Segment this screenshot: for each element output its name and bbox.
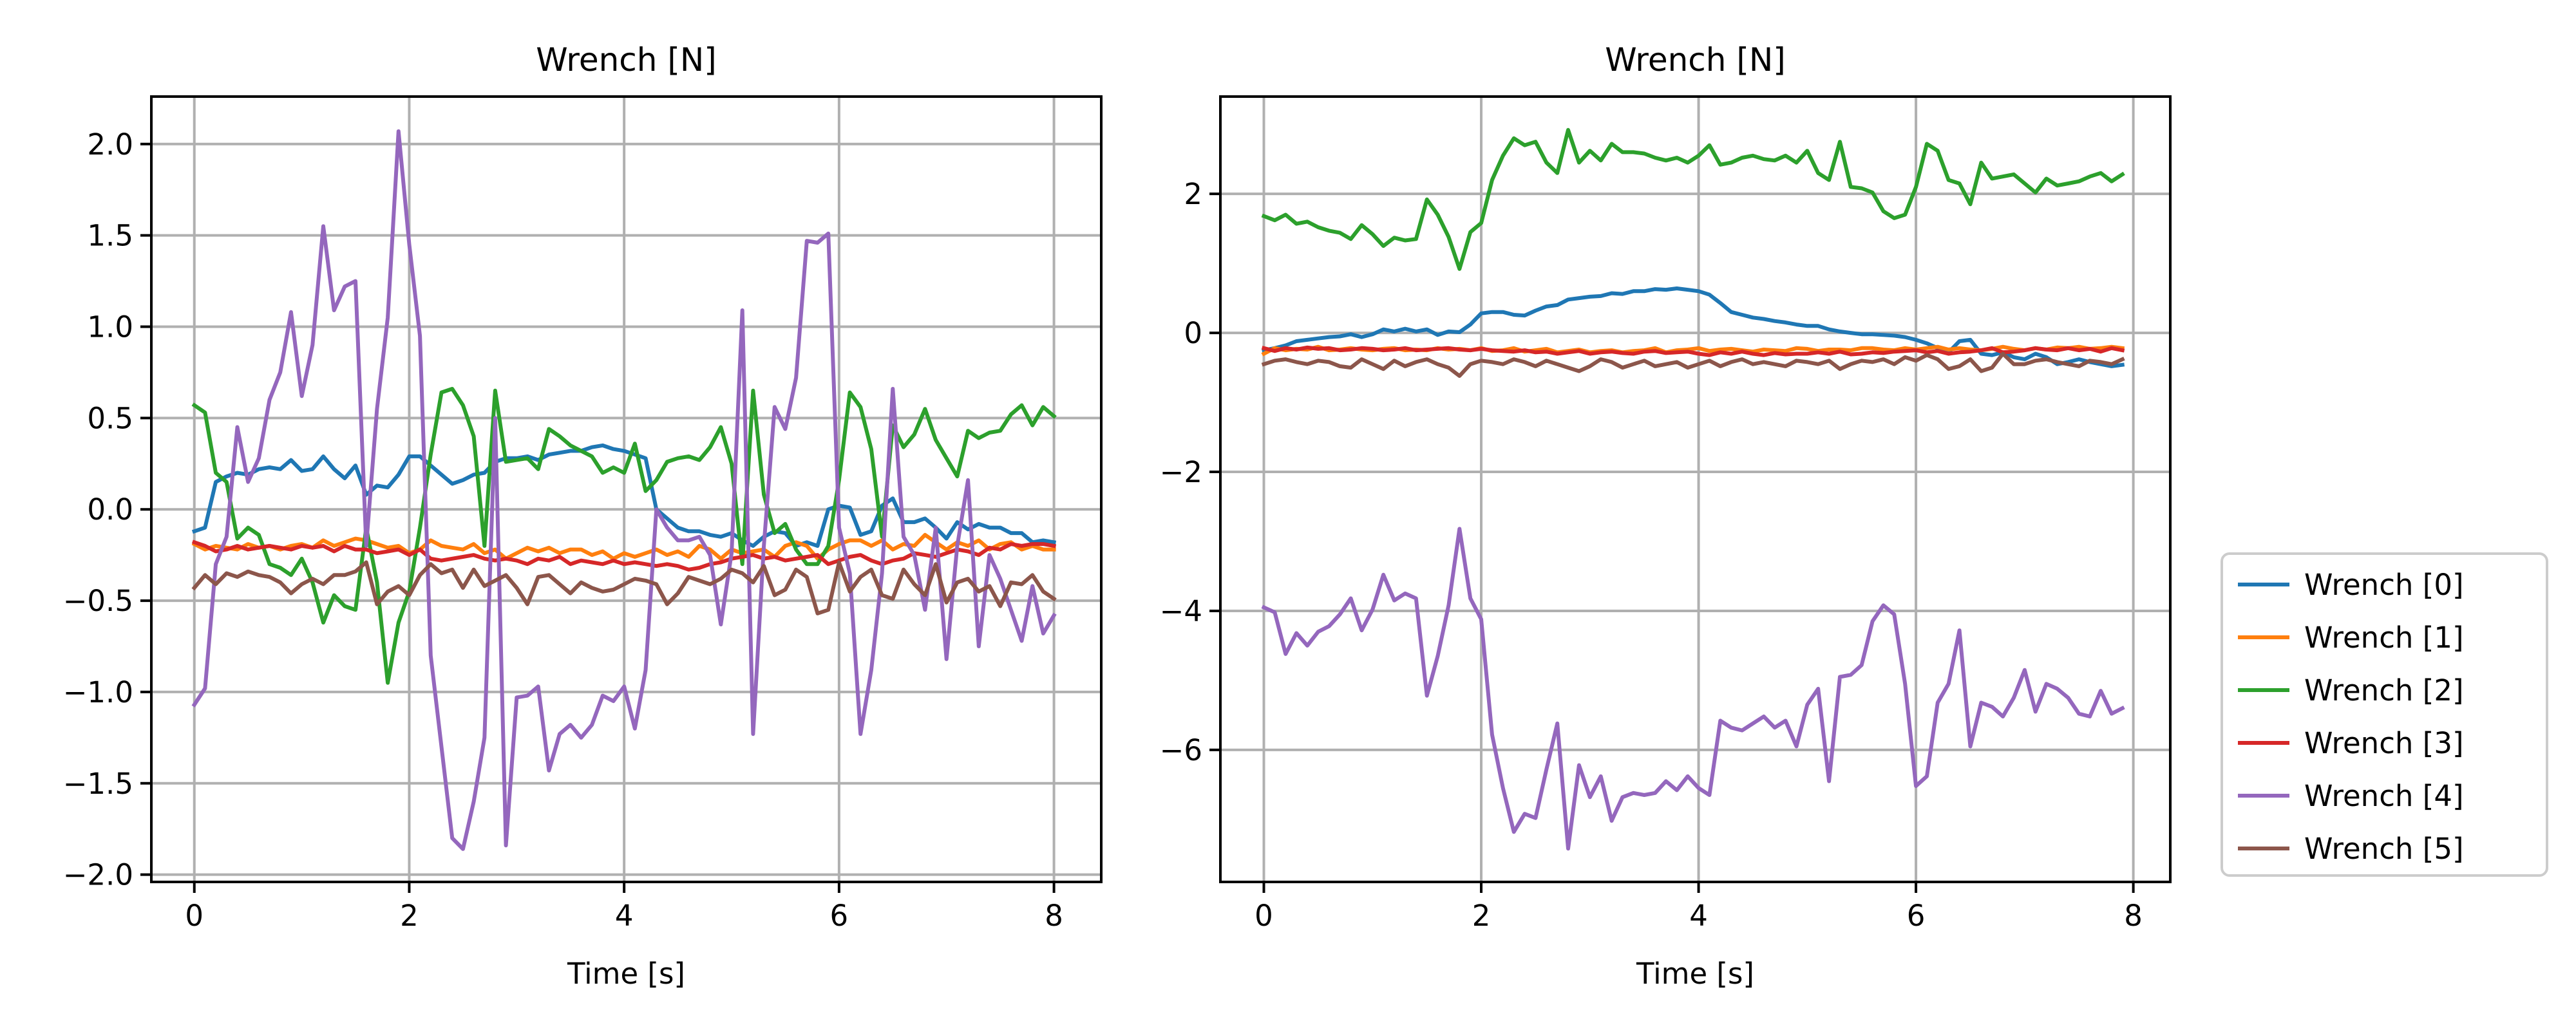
- x-axis-label: Time [s]: [1636, 957, 1754, 991]
- x-tick-label: 8: [2124, 899, 2143, 933]
- y-tick-label: 0: [1184, 316, 1202, 350]
- legend-label: Wrench [0]: [2304, 568, 2464, 602]
- x-tick-label: 0: [1255, 899, 1273, 933]
- legend-box: [2221, 552, 2548, 877]
- x-tick-label: 4: [615, 899, 634, 933]
- y-tick-label: −6: [1160, 733, 1202, 767]
- chart-title: Wrench [N]: [1605, 41, 1786, 79]
- series-line: [1261, 527, 2125, 851]
- x-tick-label: 4: [1689, 899, 1708, 933]
- y-tick-label: 1.0: [87, 310, 133, 344]
- x-tick-label: 0: [185, 899, 204, 933]
- y-tick-label: 0.5: [87, 401, 133, 435]
- y-tick-label: −2: [1160, 455, 1202, 489]
- x-tick-label: 8: [1045, 899, 1063, 933]
- y-tick-label: −1.5: [63, 767, 133, 801]
- axes-frame: [1219, 95, 2172, 883]
- y-tick-label: 1.5: [87, 219, 133, 253]
- y-tick-label: 0.0: [87, 492, 133, 527]
- series-line: [1261, 345, 2125, 357]
- y-tick-label: −2.0: [63, 858, 133, 892]
- legend-label: Wrench [1]: [2304, 621, 2464, 655]
- legend: Wrench [0] Wrench [1] Wrench [2] Wrench [3]…: [2221, 552, 2548, 877]
- legend-label: Wrench [5]: [2304, 832, 2464, 866]
- y-tick-label: −0.5: [63, 584, 133, 618]
- axes-frame: [150, 95, 1103, 883]
- series-lines: [1261, 127, 2125, 851]
- series-line: [191, 387, 1057, 685]
- series-line: [191, 539, 1057, 572]
- series-line: [191, 560, 1057, 615]
- y-tick-label: 2.0: [87, 127, 133, 162]
- x-tick-label: 2: [400, 899, 419, 933]
- y-tick-label: −1.0: [63, 675, 133, 709]
- x-tick-label: 6: [1907, 899, 1926, 933]
- x-tick-label: 2: [1472, 899, 1491, 933]
- y-tick-label: −4: [1160, 594, 1202, 628]
- x-tick-label: 6: [830, 899, 849, 933]
- chart-title: Wrench [N]: [536, 41, 717, 79]
- left-chart-panel: 0 2 4 6 8 −2.0 −1.5 −1.0 −0.5 0.0 0.5 1.0 1.5 2.0 Wren…: [63, 41, 1103, 991]
- x-axis-label: Time [s]: [567, 957, 685, 991]
- legend-label: Wrench [2]: [2304, 673, 2464, 707]
- y-tick-label: 2: [1184, 177, 1202, 211]
- series-line: [1261, 127, 2125, 271]
- right-chart-panel: 0 2 4 6 8 −6 −4 −2 0 2 Wrench [N] Time [s]: [1160, 41, 2172, 991]
- series-line: [1261, 351, 2125, 378]
- series-lines: [191, 129, 1057, 851]
- series-line: [191, 443, 1057, 548]
- legend-label: Wrench [4]: [2304, 779, 2464, 813]
- legend-label: Wrench [3]: [2304, 726, 2464, 760]
- series-line: [191, 129, 1057, 851]
